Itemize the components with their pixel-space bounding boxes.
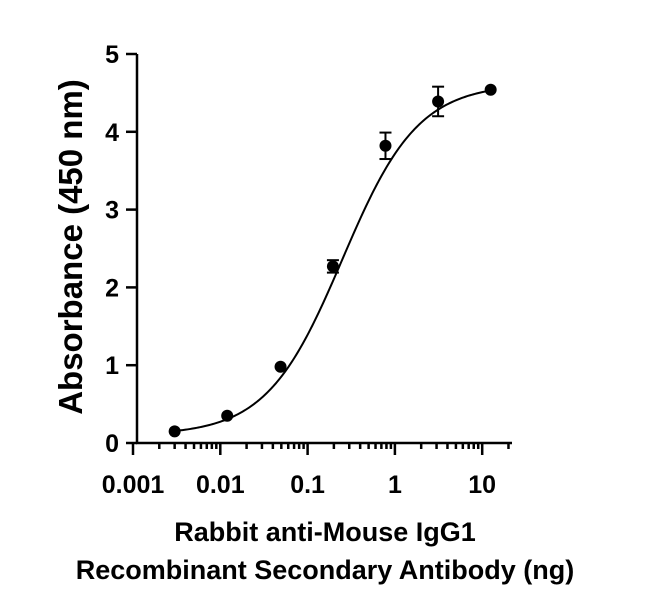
x-axis-title-line-2: Recombinant Secondary Antibody (ng) — [76, 555, 575, 585]
x-axis-title-line-1: Rabbit anti-Mouse IgG1 — [174, 517, 476, 547]
x-tick-label-1: 1 — [388, 471, 402, 499]
data-point — [221, 409, 234, 422]
y-tick-label-4: 4 — [105, 119, 119, 147]
data-point — [274, 360, 287, 373]
y-tick-label-0: 0 — [105, 430, 119, 458]
x-tick-label-0.1: 0.1 — [290, 471, 325, 499]
x-tick-label-0.01: 0.01 — [196, 471, 245, 499]
x-tick-label-0.001: 0.001 — [102, 471, 165, 499]
data-point — [484, 83, 497, 96]
y-axis-title: Absorbance (450 nm) — [52, 79, 89, 415]
y-tick-label-1: 1 — [105, 352, 119, 380]
data-point — [326, 260, 339, 273]
tick-labels-group: 0 1 2 3 4 5 0.001 0.01 0.1 1 10 — [102, 41, 496, 499]
axes — [126, 52, 512, 455]
x-tick-label-10: 10 — [468, 471, 496, 499]
data-points-group — [168, 83, 497, 438]
y-tick-label-3: 3 — [105, 197, 119, 225]
data-point — [379, 139, 392, 152]
data-point — [168, 425, 181, 438]
y-tick-label-5: 5 — [105, 41, 119, 69]
data-point — [432, 95, 445, 108]
y-tick-label-2: 2 — [105, 274, 119, 302]
